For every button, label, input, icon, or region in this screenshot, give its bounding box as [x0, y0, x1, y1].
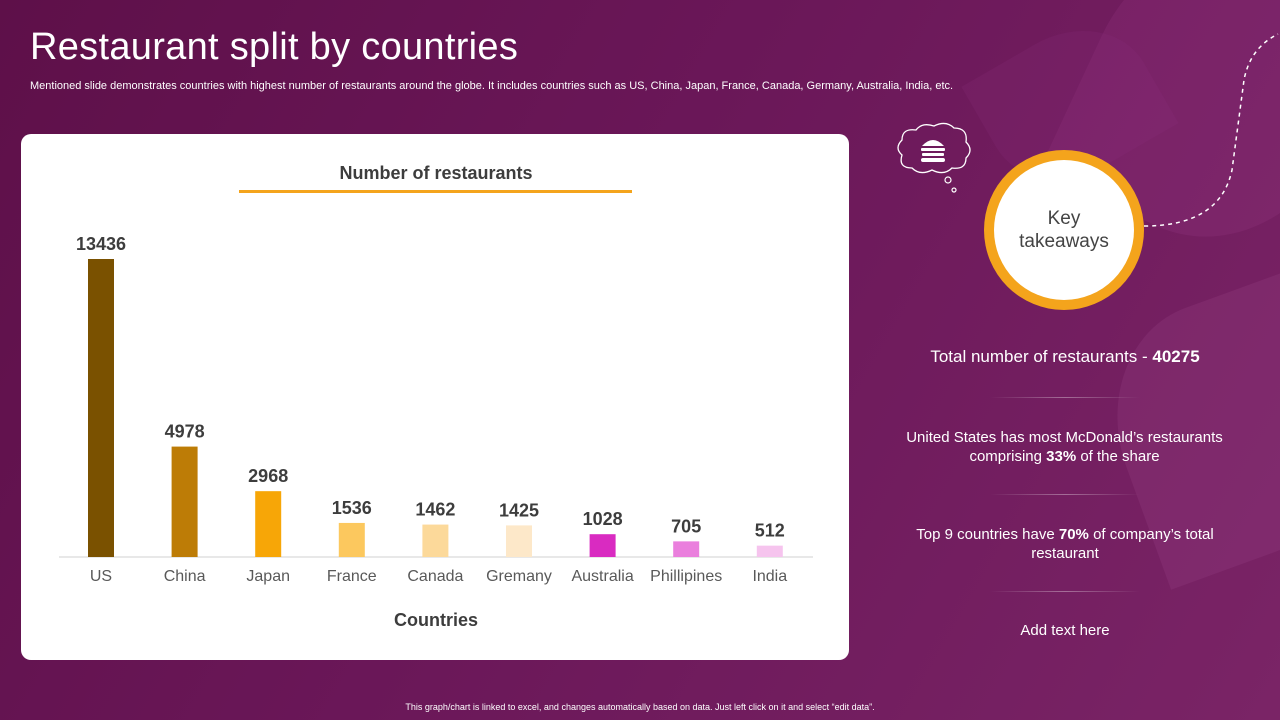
key-takeaways-heading: Key takeaways	[994, 160, 1134, 300]
dashed-connector	[1143, 33, 1279, 227]
bar-france	[338, 522, 365, 557]
x-axis-title: Countries	[394, 610, 478, 630]
key-takeaways-heading-line2: takeaways	[1019, 231, 1109, 252]
bar-phillipines	[673, 541, 700, 557]
takeaway-highlight: 70%	[1058, 526, 1089, 543]
page-subtitle: Mentioned slide demonstrates countries w…	[30, 80, 954, 92]
divider	[990, 397, 1140, 398]
takeaway-item: United States has most McDonald’s restau…	[892, 428, 1237, 466]
footer-note: This graph/chart is linked to excel, and…	[405, 702, 875, 712]
bar-chart: Countries 13436 US 4978 China 2968 Japan 1536 F…	[59, 234, 813, 630]
takeaway-item: Top 9 countries have 70% of company’s to…	[915, 525, 1215, 563]
takeaway-item: Add text here	[880, 621, 1250, 640]
x-tick-label: France	[327, 568, 377, 585]
x-tick-label: Australia	[571, 568, 633, 585]
x-tick-label: Gremany	[486, 568, 552, 585]
divider	[990, 494, 1140, 495]
takeaway-text: Add text here	[1020, 622, 1110, 639]
bar-canada	[422, 524, 449, 557]
takeaway-text: Top 9 countries have	[916, 526, 1059, 543]
data-label: 2968	[248, 466, 288, 486]
data-label: 512	[755, 521, 785, 541]
x-tick-label: Japan	[246, 568, 290, 585]
x-tick-label: Canada	[407, 568, 463, 585]
bar-gremany	[506, 525, 532, 557]
data-label: 1462	[415, 500, 455, 520]
bar-india	[756, 545, 783, 557]
bar-us	[88, 259, 114, 557]
bar-china	[171, 446, 198, 557]
data-label: 705	[671, 516, 701, 536]
x-tick-label: US	[90, 568, 112, 585]
bar-japan	[255, 491, 282, 557]
chart-title-underline	[239, 190, 632, 193]
x-tick-label: India	[752, 568, 787, 585]
data-label: 13436	[76, 234, 126, 254]
data-label: 1425	[499, 500, 539, 520]
key-takeaways-heading-line1: Key	[1047, 208, 1081, 229]
data-label: 1028	[583, 509, 623, 529]
x-tick-label: China	[164, 568, 206, 585]
data-label: 4978	[165, 422, 205, 442]
takeaway-text: of the share	[1076, 448, 1160, 465]
takeaway-highlight: 40275	[1152, 347, 1200, 366]
x-tick-label: Phillipines	[650, 568, 722, 585]
takeaway-item: Total number of restaurants - 40275	[880, 347, 1250, 366]
takeaway-text: of company’s total restaurant	[1031, 526, 1214, 562]
takeaway-highlight: 33%	[1046, 448, 1077, 465]
data-label: 1536	[332, 498, 372, 518]
chart-panel	[21, 134, 849, 660]
burger-thought-bubble-icon	[897, 122, 971, 193]
takeaway-text: United States has most McDonald’s restau…	[906, 429, 1223, 465]
divider	[990, 591, 1140, 592]
page-title: Restaurant split by countries	[30, 26, 519, 68]
takeaway-text: Total number of restaurants -	[930, 347, 1153, 366]
chart-title: Number of restaurants	[339, 163, 533, 183]
bar-australia	[589, 534, 616, 557]
